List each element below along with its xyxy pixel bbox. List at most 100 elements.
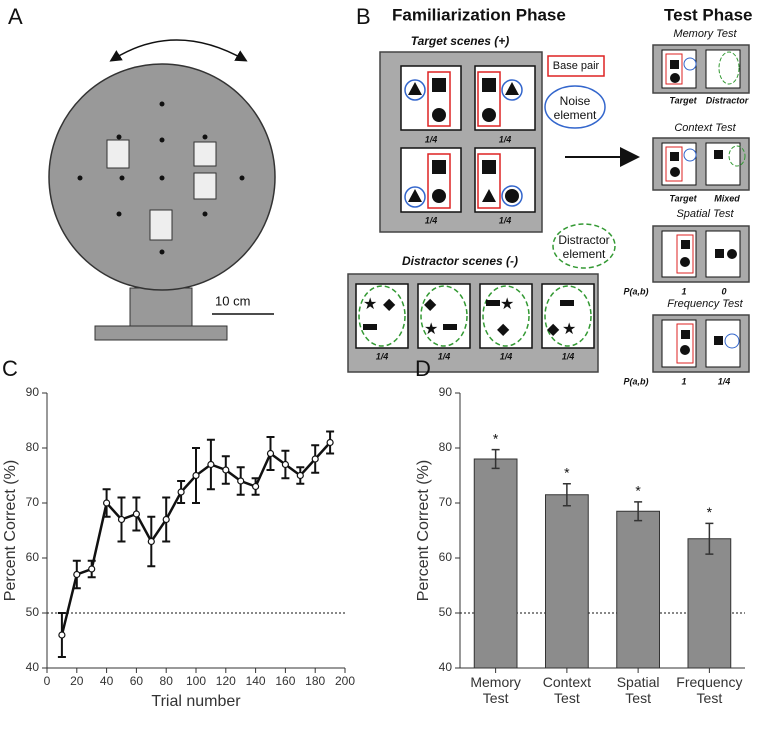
svg-text:★: ★ xyxy=(424,321,438,338)
fraction: 1/4 xyxy=(500,351,513,361)
point xyxy=(281,460,289,469)
test-label: Distractor xyxy=(706,95,749,105)
x-tick-label: 100 xyxy=(186,674,206,688)
point xyxy=(102,499,111,507)
point xyxy=(266,449,275,458)
annotation: * xyxy=(493,430,499,446)
svg-text:★: ★ xyxy=(562,321,576,338)
x-tick-label: 180 xyxy=(305,674,325,688)
legend-text: Base pair xyxy=(553,60,600,72)
point xyxy=(311,455,319,463)
phase-title: Test Phase xyxy=(664,5,753,24)
test-title: Context Test xyxy=(674,122,736,134)
annotation: * xyxy=(635,483,641,499)
svg-text:★: ★ xyxy=(363,296,377,313)
point xyxy=(162,515,170,524)
x-tick-label: 40 xyxy=(100,674,114,688)
legend-text: Distractor element xyxy=(558,233,610,261)
panel-label: C xyxy=(2,356,18,381)
target-cards xyxy=(400,65,536,213)
x-tick-label: 200 xyxy=(335,674,355,688)
annotation: * xyxy=(564,464,570,480)
test-texts: Memory Test Target Distractor Context Te… xyxy=(623,28,748,386)
bar xyxy=(687,538,732,669)
x-tick-label: Frequency Test xyxy=(676,674,743,706)
point xyxy=(132,510,140,518)
y-tick-label: 50 xyxy=(439,605,453,619)
y-tick-label: 90 xyxy=(26,385,40,399)
point xyxy=(222,466,230,474)
y-tick-label: 80 xyxy=(26,440,40,454)
fractions: 1/4 1/4 1/4 1/4 xyxy=(376,351,575,361)
svg-text:◆: ◆ xyxy=(547,321,560,338)
svg-text:◆: ◆ xyxy=(424,296,437,313)
test-title: Memory Test xyxy=(673,28,737,40)
y-tick-label: 50 xyxy=(26,605,40,619)
x-axis-label: Trial number xyxy=(151,693,241,710)
panel-b: B Familiarization Phase Test Phase Targe… xyxy=(347,4,753,386)
y-axis-label: Percent Correct (%) xyxy=(2,460,19,601)
point xyxy=(73,570,81,579)
point xyxy=(252,482,260,491)
fraction: 1/4 xyxy=(425,215,438,225)
test-boxes xyxy=(652,44,750,373)
test-label: 0 xyxy=(721,286,726,296)
point xyxy=(207,460,215,469)
legend-box xyxy=(547,55,605,77)
fraction: 1/4 xyxy=(425,134,438,144)
y-axis-label: Percent Correct (%) xyxy=(415,460,432,601)
point xyxy=(326,438,334,447)
test-title: Frequency Test xyxy=(667,298,743,310)
stand xyxy=(129,287,193,331)
y-tick-label: 40 xyxy=(26,660,40,674)
test-label: Mixed xyxy=(714,193,740,203)
y-tick-label: 70 xyxy=(26,495,40,509)
mounted-cards xyxy=(106,139,217,241)
x-tick-label: 120 xyxy=(216,674,236,688)
x-tick-label: 160 xyxy=(275,674,295,688)
svg-text:◆: ◆ xyxy=(383,296,396,313)
y-tick-label: 80 xyxy=(439,440,453,454)
bar xyxy=(473,458,518,669)
y-tick-label: 90 xyxy=(439,385,453,399)
y-tick-label: 70 xyxy=(439,495,453,509)
error-bar xyxy=(491,448,500,470)
dots xyxy=(77,101,245,255)
panel-label: B xyxy=(356,4,371,29)
point xyxy=(58,631,66,639)
base xyxy=(94,325,228,341)
y-tick-label: 60 xyxy=(26,550,40,564)
panel-label: A xyxy=(8,4,23,29)
error-bar xyxy=(634,501,643,522)
y-tick-label: 60 xyxy=(439,550,453,564)
error-bar xyxy=(705,522,714,555)
x-tick-label: Context Test xyxy=(542,674,591,706)
svg-text:★: ★ xyxy=(500,296,514,313)
svg-text:◆: ◆ xyxy=(497,321,510,338)
legend-text: Noise element xyxy=(553,94,597,122)
test-label: Target xyxy=(669,193,697,203)
x-tick-label: 60 xyxy=(130,674,144,688)
group-title: Target scenes (+) xyxy=(411,34,510,48)
bar xyxy=(616,510,660,669)
point xyxy=(88,565,96,573)
test-label: Target xyxy=(669,95,697,105)
row-label: P(a,b) xyxy=(623,376,648,386)
test-title: Spatial Test xyxy=(676,208,734,220)
point xyxy=(296,471,304,480)
point xyxy=(192,471,200,480)
panel-label: D xyxy=(415,356,431,381)
distractor-cards: ★ ◆ ◆★ ★◆ ◆ ★ xyxy=(355,283,595,349)
error-bar xyxy=(562,483,571,507)
point xyxy=(117,515,126,524)
x-tick-label: Spatial Test xyxy=(616,674,660,706)
fraction: 1/4 xyxy=(562,351,575,361)
annotation: * xyxy=(707,504,713,520)
fraction: 1/4 xyxy=(499,134,512,144)
fraction: 1/4 xyxy=(499,215,512,225)
test-label: 1/4 xyxy=(718,376,731,386)
phase-title: Familiarization Phase xyxy=(392,5,566,24)
point xyxy=(147,537,155,546)
fraction: 1/4 xyxy=(376,351,389,361)
